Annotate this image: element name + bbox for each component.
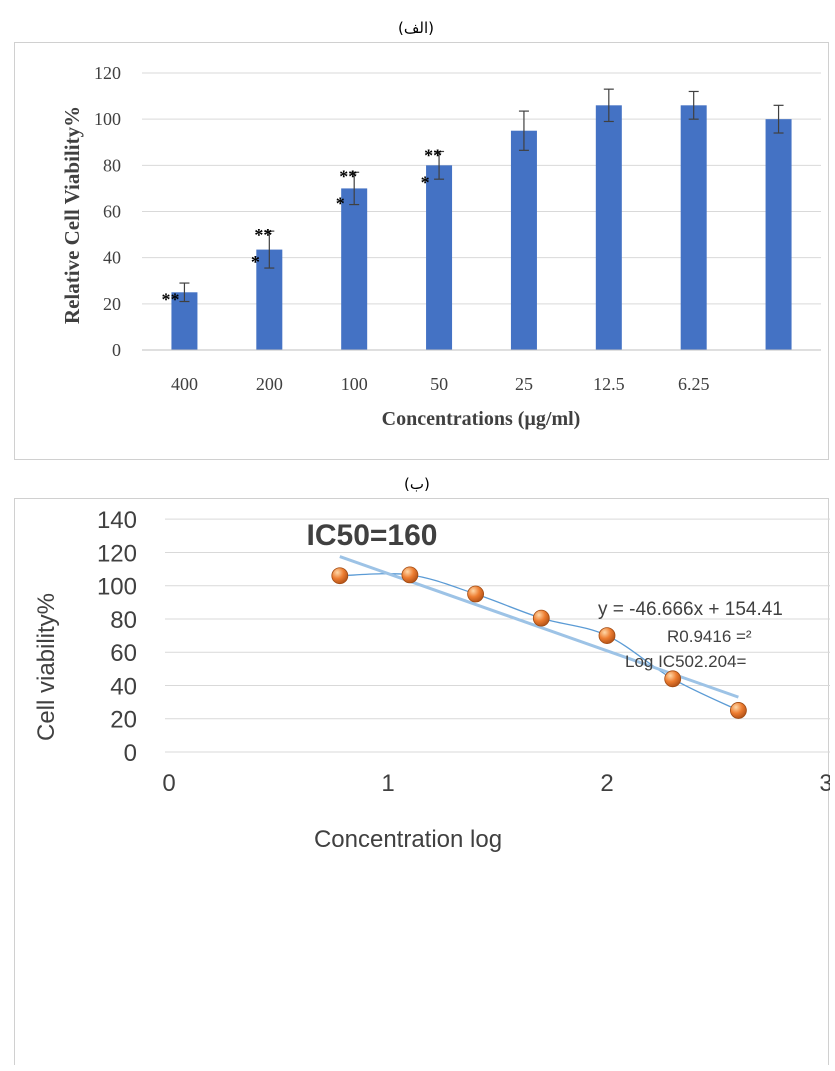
x-tick-label: 50 [430, 374, 448, 394]
x-tick-label: 400 [171, 374, 198, 394]
log-ic50-label: Log IC502.204= [625, 652, 747, 671]
data-point [401, 566, 419, 584]
r-squared-label: R0.9416 =² [667, 627, 752, 646]
y-tick-label: 60 [110, 640, 137, 667]
panel-a-caption: (الف) [398, 19, 434, 37]
significance-label: * [336, 193, 345, 213]
y-tick-label: 80 [110, 607, 137, 634]
y-tick-label: 0 [124, 740, 137, 767]
significance-label: ** [424, 145, 442, 165]
data-point [532, 609, 550, 627]
bar [510, 130, 537, 350]
y-axis-title: Relative Cell Viability% [60, 106, 84, 324]
x-tick-label: 2 [600, 770, 613, 797]
y-tick-label: 40 [103, 248, 121, 268]
x-tick-label: 1 [381, 770, 394, 797]
bar [680, 105, 707, 350]
bar [341, 188, 368, 350]
x-axis-title: Concentrations (µg/ml) [382, 408, 581, 430]
y-tick-label: 20 [110, 707, 137, 734]
y-axis-title: Cell viability% [33, 593, 60, 741]
scatter-chart: 0 20 40 60 80 100 120 140 0 1 2 3 IC50=160 Concentrat… [33, 507, 833, 853]
y-tick-label: 140 [97, 507, 137, 534]
scatter-chart-frame: 0 20 40 60 80 100 120 140 0 1 2 3 IC50=160 Concentrat… [14, 498, 833, 1065]
bar [595, 105, 622, 350]
data-point [467, 585, 485, 603]
y-tick-label: 40 [110, 673, 137, 700]
bar-chart-frame: 0 20 40 60 80 100 120 400 ** 200 ** * 100 ** * 50 ** * 25 1… [14, 42, 829, 460]
y-tick-label: 60 [103, 202, 121, 222]
x-tick-label: 12.5 [593, 374, 625, 394]
x-tick-label: 100 [341, 374, 368, 394]
data-point [598, 627, 616, 644]
x-tick-label: 25 [515, 374, 533, 394]
y-tick-label: 20 [103, 294, 121, 314]
y-tick-label: 100 [94, 109, 121, 129]
data-point [730, 702, 747, 719]
data-point [664, 670, 682, 688]
bar [765, 119, 792, 351]
data-point [331, 567, 349, 585]
panel-b-caption: (ب) [404, 475, 430, 493]
y-tick-label: 80 [103, 155, 121, 175]
y-tick-label: 100 [97, 574, 137, 601]
x-axis-title: Concentration log [314, 826, 502, 853]
x-tick-label: 3 [819, 770, 830, 797]
y-tick-label: 120 [94, 63, 121, 83]
significance-label: ** [254, 225, 272, 245]
y-tick-label: 0 [112, 340, 121, 360]
significance-label: * [421, 172, 430, 192]
x-tick-label: 0 [162, 770, 175, 797]
chart-title: IC50=160 [307, 519, 438, 552]
significance-label: ** [339, 166, 357, 186]
significance-label: ** [161, 289, 179, 309]
trendline-equation: y = -46.666x + 154.41 [598, 599, 783, 620]
y-tick-label: 120 [97, 540, 137, 567]
x-tick-label: 200 [256, 374, 283, 394]
significance-label: * [251, 252, 260, 272]
bar [426, 165, 453, 350]
x-tick-label: 6.25 [678, 374, 710, 394]
